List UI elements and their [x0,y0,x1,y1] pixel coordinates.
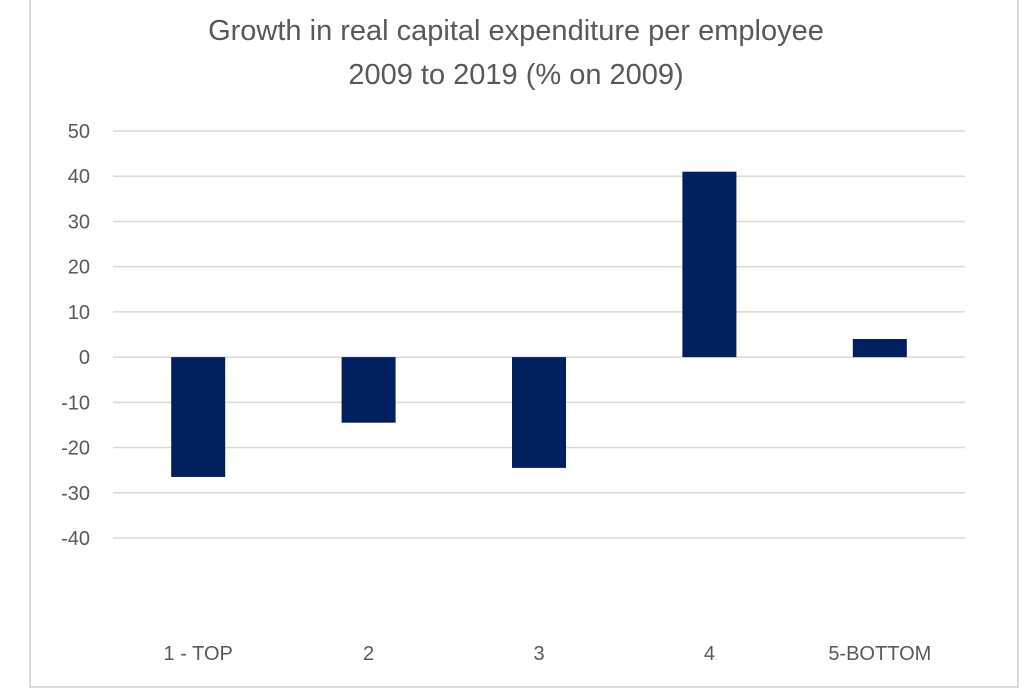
y-tick-label: 50 [68,121,90,143]
chart-title-line-2: 2009 to 2019 (% on 2009) [348,59,683,91]
y-tick-label: -10 [61,392,90,414]
y-tick-label: 10 [68,302,90,324]
bar [682,171,737,358]
x-axis-tick-labels: 1 - TOP 2 3 4 5-BOTTOM [164,643,932,665]
y-tick-label: -20 [61,438,90,460]
x-tick-label: 3 [533,643,544,665]
x-tick-label: 4 [704,643,715,665]
y-tick-label: 30 [68,211,90,233]
chart-title-line-1: Growth in real capital expenditure per e… [208,15,824,47]
x-tick-label: 1 - TOP [164,643,233,665]
bar [171,357,226,477]
bar [341,357,396,423]
y-axis-tick-labels: 50 40 30 20 10 0 -10 -20 -30 -40 [61,121,90,550]
x-tick-label: 2 [363,643,374,665]
x-tick-label: 5-BOTTOM [828,643,931,665]
bar [512,357,566,468]
y-tick-label: -40 [61,528,90,550]
bars [171,171,907,477]
gridlines [113,130,965,539]
y-tick-label: 20 [68,257,90,279]
y-tick-label: 0 [79,347,90,369]
y-tick-label: -30 [61,483,90,505]
bar [852,339,907,358]
y-tick-label: 40 [68,166,90,188]
